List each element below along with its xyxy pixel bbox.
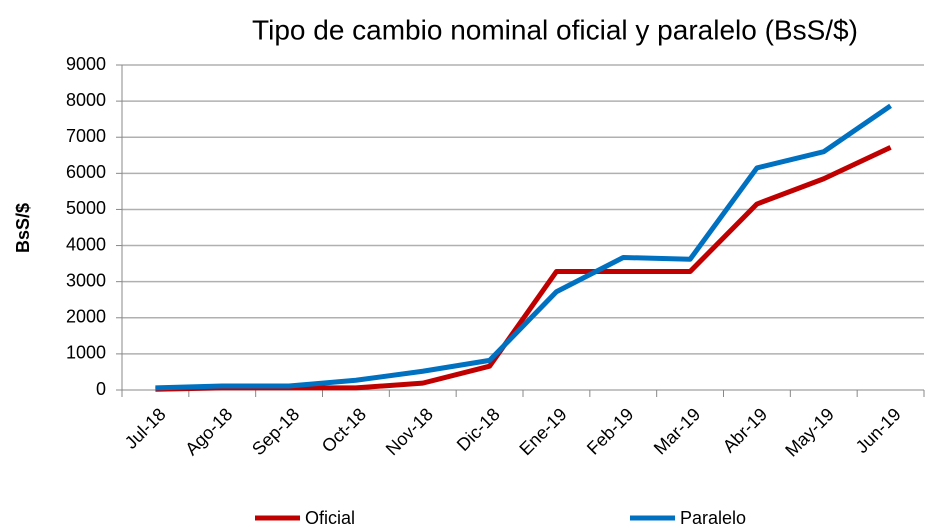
y-axis-label: BsS/$ (13, 203, 33, 253)
x-tick-label: Sep-18 (248, 404, 303, 459)
series-line (155, 103, 892, 391)
y-tick-label: 5000 (66, 198, 106, 218)
x-tick-label: May-19 (781, 404, 838, 461)
y-tick-label: 1000 (66, 343, 106, 363)
y-tick-label: 6000 (66, 162, 106, 182)
y-tick-label: 8000 (66, 90, 106, 110)
x-tick-label: Dic-18 (453, 404, 504, 455)
x-tick-label: Feb-19 (583, 404, 637, 458)
x-tick-label: Abr-19 (719, 404, 771, 456)
x-tick-label: Jul-18 (121, 404, 170, 453)
x-tick-label: Oct-18 (318, 404, 370, 456)
legend-label: Oficial (305, 508, 355, 528)
x-tick-label: Mar-19 (650, 404, 704, 458)
chart-title: Tipo de cambio nominal oficial y paralel… (252, 14, 858, 45)
y-tick-label: 9000 (66, 54, 106, 74)
y-tick-label: 2000 (66, 307, 106, 327)
legend-label: Paralelo (680, 508, 746, 528)
y-tick-label: 4000 (66, 234, 106, 254)
y-tick-label: 3000 (66, 270, 106, 290)
x-tick-label: Ene-19 (515, 404, 570, 459)
x-tick-label: Nov-18 (382, 404, 437, 459)
x-tick-label: Ago-18 (181, 404, 236, 459)
y-tick-label: 0 (96, 379, 106, 399)
y-tick-label: 7000 (66, 126, 106, 146)
series-line (155, 145, 892, 392)
x-tick-label: Jun-19 (852, 404, 905, 457)
